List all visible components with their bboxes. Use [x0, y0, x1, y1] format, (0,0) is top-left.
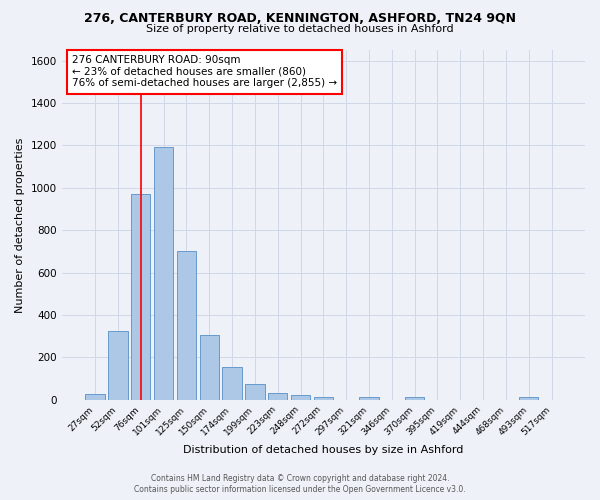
Bar	[519, 397, 538, 400]
Bar	[223, 367, 242, 400]
X-axis label: Distribution of detached houses by size in Ashford: Distribution of detached houses by size …	[183, 445, 464, 455]
Bar	[314, 397, 333, 400]
Bar	[200, 335, 219, 400]
Bar	[268, 394, 287, 400]
Text: 276, CANTERBURY ROAD, KENNINGTON, ASHFORD, TN24 9QN: 276, CANTERBURY ROAD, KENNINGTON, ASHFOR…	[84, 12, 516, 26]
Text: Size of property relative to detached houses in Ashford: Size of property relative to detached ho…	[146, 24, 454, 34]
Bar	[359, 397, 379, 400]
Bar	[405, 396, 424, 400]
Bar	[131, 194, 151, 400]
Bar	[154, 148, 173, 400]
Y-axis label: Number of detached properties: Number of detached properties	[15, 137, 25, 312]
Bar	[108, 331, 128, 400]
Bar	[85, 394, 105, 400]
Bar	[245, 384, 265, 400]
Bar	[177, 252, 196, 400]
Text: 276 CANTERBURY ROAD: 90sqm
← 23% of detached houses are smaller (860)
76% of sem: 276 CANTERBURY ROAD: 90sqm ← 23% of deta…	[72, 55, 337, 88]
Bar	[291, 396, 310, 400]
Text: Contains HM Land Registry data © Crown copyright and database right 2024.
Contai: Contains HM Land Registry data © Crown c…	[134, 474, 466, 494]
